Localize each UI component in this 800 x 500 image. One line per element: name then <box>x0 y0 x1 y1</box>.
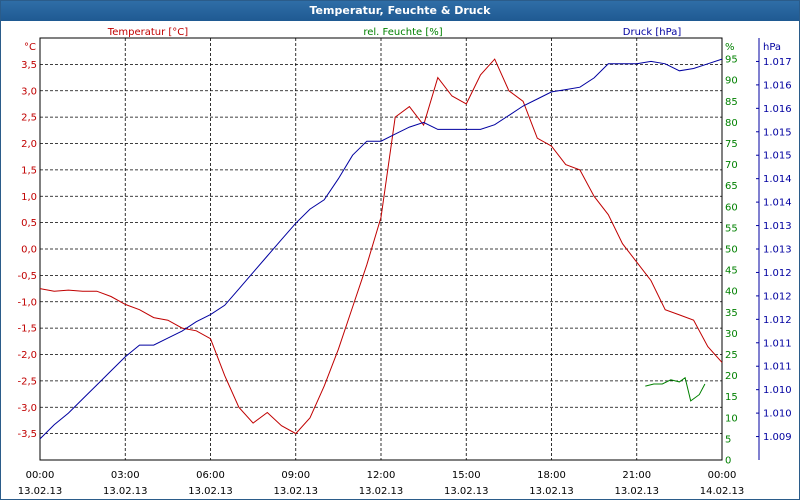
temperature-tick-label: -1,0 <box>17 297 37 308</box>
legend-entry: Temperatur [°C] <box>107 27 188 38</box>
x-tick-label-date: 13.02.13 <box>273 486 318 497</box>
humidity-tick-label: 90 <box>725 76 738 87</box>
pressure-tick-label: 1.009 <box>763 432 792 443</box>
pressure-unit-label: hPa <box>763 42 781 53</box>
humidity-tick-label: 40 <box>725 287 738 298</box>
x-tick-label-date: 13.02.13 <box>18 486 63 497</box>
x-tick-label-time: 09:00 <box>281 470 310 481</box>
humidity-tick-label: 55 <box>725 223 738 234</box>
pressure-tick-label: 1.015 <box>763 127 792 138</box>
pressure-tick-label: 1.012 <box>763 291 792 302</box>
temperature-tick-label: 0,5 <box>21 218 37 229</box>
x-tick-label-date: 13.02.13 <box>444 486 489 497</box>
humidity-tick-label: 5 <box>725 434 731 445</box>
temperature-unit-label: °C <box>24 42 36 53</box>
x-tick-label-time: 21:00 <box>622 470 651 481</box>
pressure-tick-label: 1.014 <box>763 174 792 185</box>
x-tick-label-time: 12:00 <box>367 470 396 481</box>
humidity-tick-label: 25 <box>725 350 738 361</box>
temperature-tick-label: 2,0 <box>21 139 37 150</box>
humidity-tick-label: 10 <box>725 413 738 424</box>
pressure-tick-label: 1.011 <box>763 362 792 373</box>
humidity-tick-label: 20 <box>725 371 738 382</box>
humidity-tick-label: 75 <box>725 139 738 150</box>
temperature-tick-label: -1,5 <box>17 324 37 335</box>
pressure-tick-label: 1.010 <box>763 385 792 396</box>
x-tick-label-date: 13.02.13 <box>188 486 233 497</box>
humidity-tick-label: 45 <box>725 266 738 277</box>
legend-entry: rel. Feuchte [%] <box>363 27 442 38</box>
humidity-tick-label: 50 <box>725 245 738 256</box>
humidity-tick-label: 80 <box>725 118 738 129</box>
x-tick-label-date: 13.02.13 <box>359 486 404 497</box>
x-tick-label-time: 18:00 <box>537 470 566 481</box>
x-tick-label-time: 06:00 <box>196 470 225 481</box>
x-tick-label-time: 00:00 <box>708 470 737 481</box>
humidity-tick-label: 95 <box>725 55 738 66</box>
temperature-tick-label: -3,5 <box>17 429 37 440</box>
humidity-tick-label: 65 <box>725 181 738 192</box>
humidity-tick-label: 60 <box>725 202 738 213</box>
pressure-tick-label: 1.012 <box>763 315 792 326</box>
pressure-tick-label: 1.012 <box>763 268 792 279</box>
pressure-series-line <box>39 58 723 440</box>
temperature-tick-label: -2,0 <box>17 350 37 361</box>
humidity-tick-label: 70 <box>725 160 738 171</box>
pressure-tick-label: 1.010 <box>763 409 792 420</box>
temperature-tick-label: 3,0 <box>21 86 37 97</box>
x-tick-label-date: 13.02.13 <box>103 486 148 497</box>
temperature-tick-label: -2,5 <box>17 376 37 387</box>
temperature-tick-label: 1,5 <box>21 165 37 176</box>
humidity-tick-label: 85 <box>725 97 738 108</box>
temperature-tick-label: -3,0 <box>17 403 37 414</box>
legend-entry: Druck [hPa] <box>623 27 682 38</box>
humidity-unit-label: % <box>725 42 735 53</box>
pressure-tick-label: 1.013 <box>763 245 792 256</box>
pressure-tick-label: 1.016 <box>763 80 792 91</box>
x-tick-label-time: 03:00 <box>111 470 140 481</box>
x-tick-label-date: 13.02.13 <box>529 486 574 497</box>
humidity-series-line <box>645 376 706 402</box>
x-tick-label-date: 13.02.13 <box>614 486 659 497</box>
humidity-tick-label: 0 <box>725 456 731 467</box>
chart-title: Temperatur, Feuchte & Druck <box>1 1 799 21</box>
pressure-tick-label: 1.013 <box>763 221 792 232</box>
temperature-series-line <box>39 58 723 435</box>
x-tick-label-time: 15:00 <box>452 470 481 481</box>
humidity-tick-label: 35 <box>725 308 738 319</box>
x-tick-label-date: 14.02.13 <box>700 486 745 497</box>
temperature-tick-label: 0,0 <box>21 245 37 256</box>
temperature-tick-label: 1,0 <box>21 192 37 203</box>
pressure-tick-label: 1.014 <box>763 198 792 209</box>
humidity-tick-label: 15 <box>725 392 738 403</box>
pressure-tick-label: 1.015 <box>763 151 792 162</box>
temperature-tick-label: 2,5 <box>21 113 37 124</box>
temperature-tick-label: -0,5 <box>17 271 37 282</box>
pressure-tick-label: 1.011 <box>763 338 792 349</box>
pressure-tick-label: 1.017 <box>763 57 792 68</box>
humidity-tick-label: 30 <box>725 329 738 340</box>
temperature-tick-label: 3,5 <box>21 60 37 71</box>
x-tick-label-time: 00:00 <box>26 470 55 481</box>
pressure-tick-label: 1.016 <box>763 104 792 115</box>
